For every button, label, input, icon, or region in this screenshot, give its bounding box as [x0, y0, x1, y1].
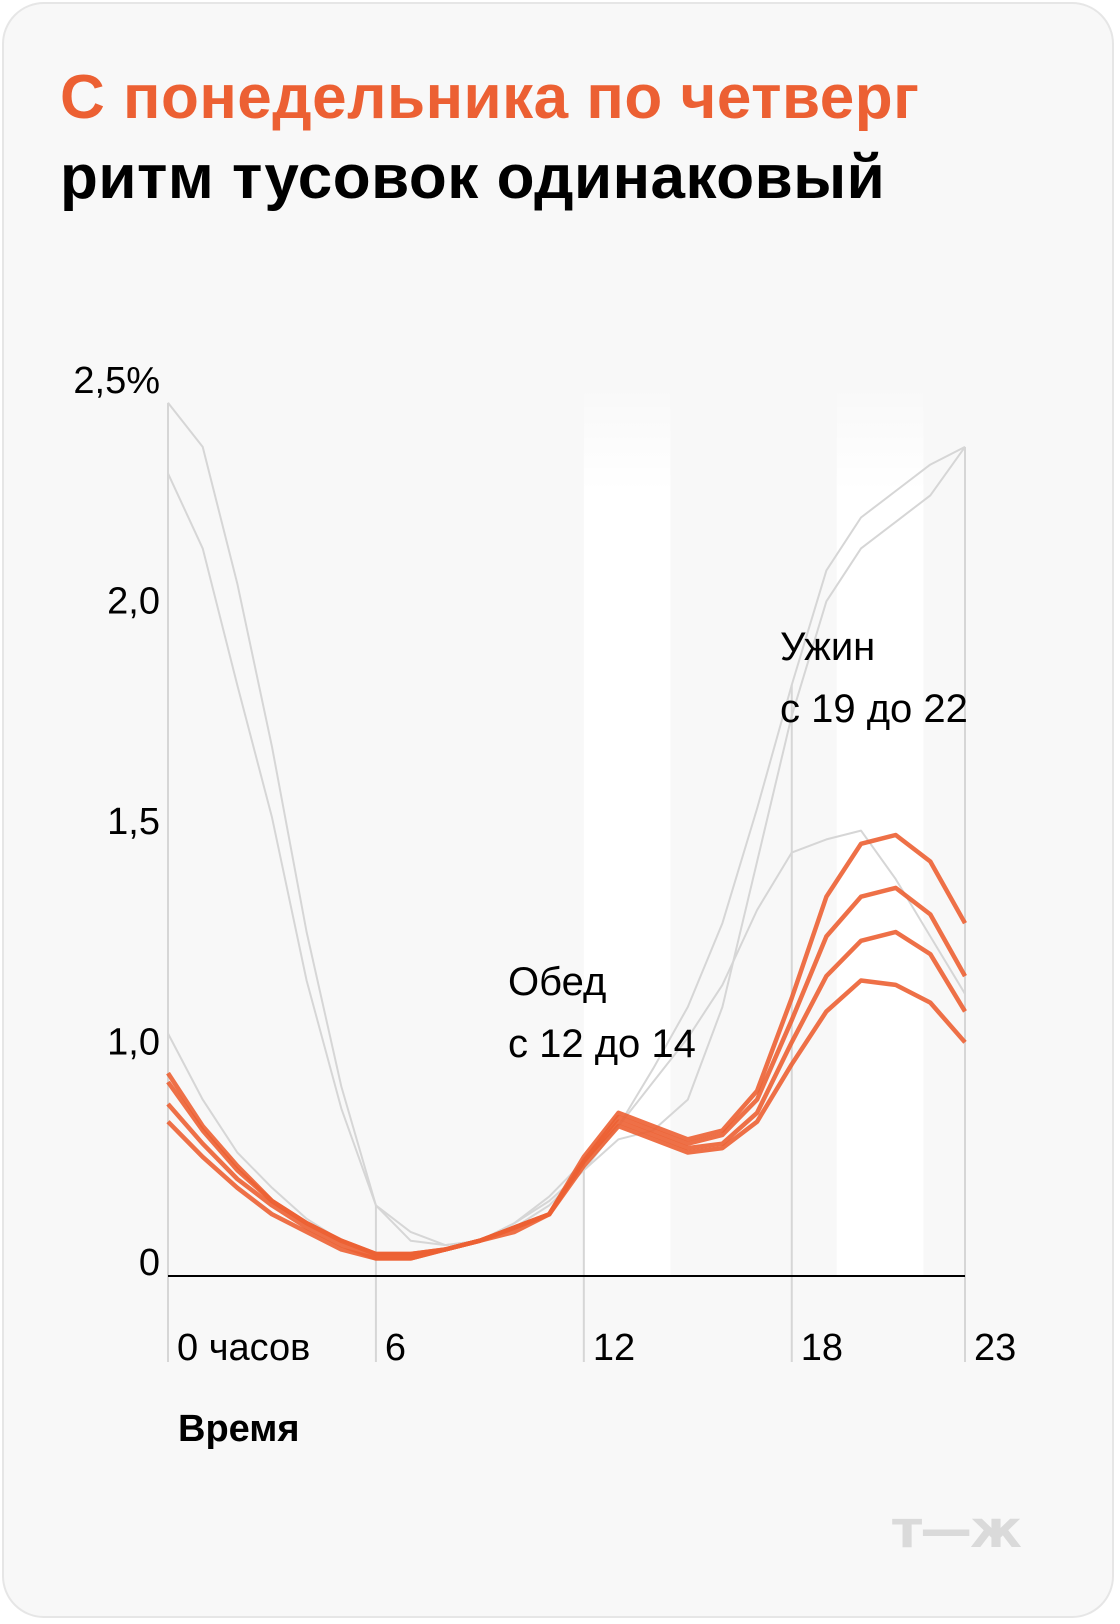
y-tick-label: 1,0 [107, 1022, 160, 1064]
band-annotation: с 12 до 14 [508, 1022, 696, 1066]
x-tick-label: 0 часов [177, 1327, 310, 1369]
y-tick-label: 2,0 [107, 581, 160, 623]
x-tick-label: 6 [385, 1327, 406, 1369]
title-rest: ритм тусовок одинаковый [60, 143, 886, 212]
title-highlight: С понедельника по четверг [60, 63, 920, 132]
x-tick-label: 12 [593, 1327, 635, 1369]
band-annotation: с 19 до 22 [780, 687, 968, 731]
series-line-mon-thu [166, 978, 967, 1261]
band-annotation: Ужин [780, 625, 875, 669]
y-tick-label: 2,5% [73, 360, 160, 402]
y-tick-label: 0 [139, 1242, 160, 1284]
highlight-band [836, 384, 924, 1276]
chart-title: С понедельника по четверг ритм тусовок о… [60, 58, 1060, 218]
tj-logo: т—ж [892, 1500, 1022, 1560]
x-tick-label: 23 [974, 1327, 1016, 1369]
y-tick-label: 1,5 [107, 801, 160, 843]
x-tick-label: 18 [801, 1327, 843, 1369]
band-annotation: Обед [508, 960, 606, 1004]
x-axis-title: Время [178, 1408, 300, 1450]
series-line-other-day [167, 829, 966, 1255]
